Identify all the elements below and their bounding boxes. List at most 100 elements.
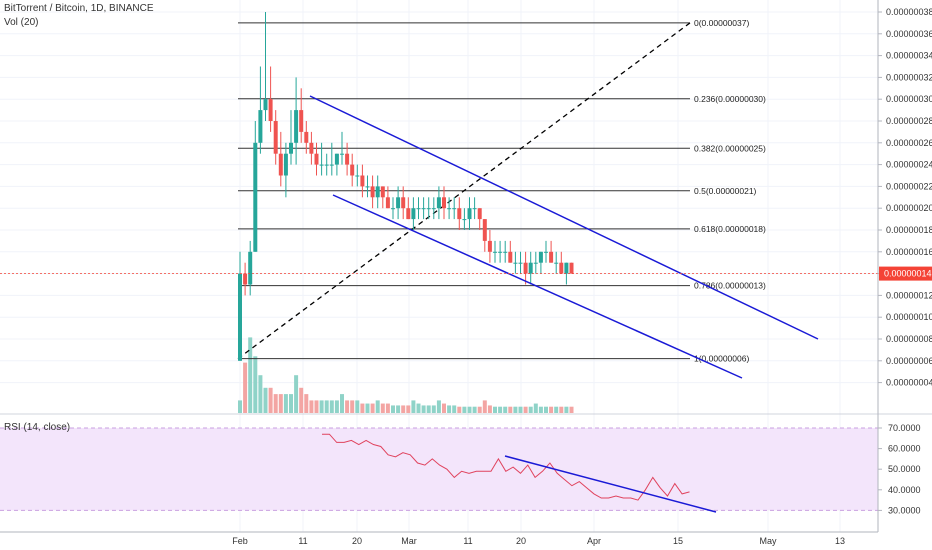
volume-bar	[544, 406, 548, 413]
volume-bar	[263, 387, 268, 413]
candle-body	[309, 142, 314, 154]
candle-body	[426, 208, 431, 210]
volume-bar	[380, 403, 385, 413]
candle-body	[319, 164, 324, 166]
price-tick-label: 0.00000032	[886, 72, 932, 82]
price-tick-label: 0.00000038	[886, 7, 932, 17]
candle-body	[564, 262, 569, 274]
volume-bar	[365, 403, 370, 413]
fib-level-label: 0.618(0.00000018)	[694, 224, 766, 234]
volume-bar	[503, 406, 508, 413]
price-tick-label: 0.00000008	[886, 334, 932, 344]
volume-bar	[319, 400, 324, 413]
rsi-tick-label: 50.0000	[888, 464, 921, 474]
volume-bar	[549, 406, 554, 413]
candle-body	[559, 262, 564, 274]
fib-level-label: 0.382(0.00000025)	[694, 143, 766, 153]
volume-bar	[493, 406, 497, 413]
fib-trend-dashed-line	[237, 22, 691, 360]
volume-bar	[278, 394, 283, 413]
candle-body	[324, 164, 329, 166]
volume-bar	[309, 400, 314, 413]
volume-bar	[569, 406, 574, 413]
candle-body	[549, 251, 554, 263]
candle-body	[314, 153, 319, 165]
price-tick-label: 0.00000024	[886, 160, 932, 170]
time-tick-label: 15	[673, 536, 683, 546]
current-price-tag	[879, 266, 932, 281]
candle-body	[467, 208, 472, 220]
price-tick-label: 0.00000022	[886, 181, 932, 191]
candle-body	[544, 251, 548, 253]
fib-level-label: 0.236(0.00000030)	[694, 94, 766, 104]
candle-body	[263, 99, 268, 111]
volume-bar	[431, 405, 436, 413]
candle-body	[528, 262, 533, 274]
candle-body	[350, 164, 355, 176]
fibonacci-retracement[interactable]: 0(0.00000037) 0.236(0.00000030) 0.382(0.00…	[237, 18, 766, 364]
volume-bar	[518, 406, 523, 413]
candle-body	[294, 110, 299, 143]
volume-bar	[472, 406, 477, 413]
volume-bar	[334, 400, 339, 413]
price-tick-label: 0.00000016	[886, 247, 932, 257]
candle-body	[238, 273, 242, 361]
candle-body	[345, 153, 350, 165]
candle-body	[258, 110, 263, 143]
time-tick-label: Feb	[232, 536, 248, 546]
candle-body	[401, 197, 406, 209]
volume-bar	[283, 394, 288, 413]
candle-body	[370, 186, 375, 198]
candle-body	[538, 251, 543, 263]
volume-bar	[391, 405, 395, 413]
time-tick-label: Mar	[401, 536, 417, 546]
candle-body	[406, 208, 411, 220]
volume-bar	[447, 405, 452, 413]
volume-bar	[421, 405, 426, 413]
price-tick-label: 0.00000018	[886, 225, 932, 235]
fib-level-label: 0.786(0.00000013)	[694, 281, 766, 291]
volume-bar	[268, 387, 273, 413]
volume-bar	[462, 406, 467, 413]
volume-bar	[324, 400, 329, 413]
rsi-tick-label: 40.0000	[888, 485, 921, 495]
volume-bar	[559, 406, 564, 413]
candle-body	[523, 262, 528, 274]
volume-bar	[411, 400, 416, 413]
price-tick-label: 0.00000036	[886, 29, 932, 39]
volume-bar	[294, 375, 299, 413]
volume-bar	[253, 356, 258, 413]
time-tick-label: 11	[463, 536, 472, 546]
time-tick-label: May	[759, 536, 777, 546]
time-tick-label: 20	[352, 536, 362, 546]
volume-bar	[452, 405, 457, 413]
candle-body	[533, 262, 538, 264]
candle-body	[411, 208, 416, 220]
candle-body	[472, 208, 477, 210]
candle-body	[482, 219, 487, 241]
candle-body	[355, 175, 360, 177]
price-tick-label: 0.00000026	[886, 138, 932, 148]
volume-bar	[396, 405, 401, 413]
volume-bar	[340, 394, 344, 413]
volume-bar	[538, 406, 543, 413]
price-tick-label: 0.00000012	[886, 290, 932, 300]
price-tick-label: 0.00000028	[886, 116, 932, 126]
channel-lower-line	[332, 194, 743, 379]
volume-bar	[370, 403, 375, 413]
candle-body	[518, 262, 523, 264]
candle-body	[273, 121, 278, 154]
candle-body	[416, 208, 421, 210]
price-tick-label: 0.00000034	[886, 51, 932, 61]
time-tick-label: 11	[298, 536, 307, 546]
rsi-legend: RSI (14, close)	[4, 422, 71, 433]
volume-bar	[564, 406, 569, 413]
volume-bar	[299, 387, 304, 413]
candle-body	[375, 186, 380, 198]
chart-title: BitTorrent / Bitcoin, 1D, BINANCE	[4, 3, 154, 14]
volume-bar	[487, 405, 492, 413]
trend-lines[interactable]	[0, 95, 878, 379]
candle-body	[503, 251, 508, 253]
time-tick-label: 20	[516, 536, 526, 546]
